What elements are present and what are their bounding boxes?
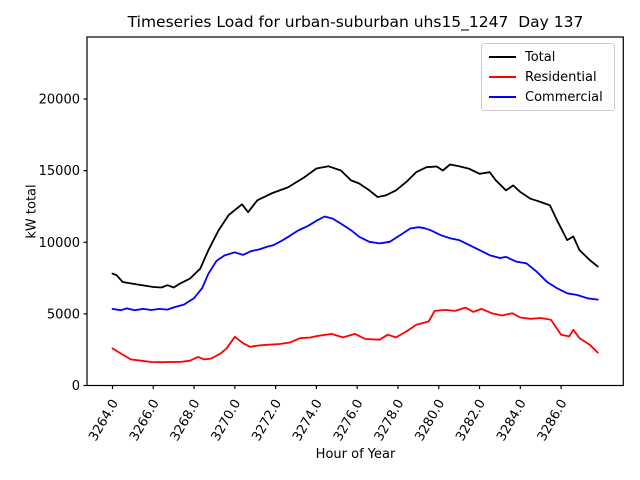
series-line-total [111,163,599,289]
commercial-line-swatch [489,96,516,98]
legend-item-residential: Residential [489,67,606,87]
x-tick-label: 3272.0 [249,397,285,444]
x-tick-label: 3270.0 [209,397,245,444]
y-tick-label: 20000 [39,93,80,108]
legend-item-commercial: Commercial [489,87,606,107]
axes-spines [86,36,624,387]
y-tick-label: 10000 [39,236,80,251]
legend-item-total: Total [489,47,606,67]
x-tick-label: 3264.0 [86,397,122,444]
y-tick-label: 5000 [47,307,80,322]
x-tick-label: 3278.0 [372,397,408,444]
x-tick-label: 3266.0 [127,397,163,444]
residential-line-swatch [489,76,516,78]
total-line-swatch [489,56,516,58]
x-tick-label: 3280.0 [412,397,448,444]
x-tick-label: 3286.0 [535,397,571,444]
x-tick-label: 3282.0 [453,397,489,444]
legend-label-total: Total [525,49,556,65]
x-tick-label: 3276.0 [331,397,367,444]
y-tick-label: 0 [72,379,80,394]
y-tick-label: 15000 [39,164,80,179]
legend-label-residential: Residential [525,69,597,85]
series-line-commercial [111,215,599,312]
chart-title: Timeseries Load for urban-suburban uhs15… [127,13,584,31]
x-tick-label: 3268.0 [168,397,204,444]
x-tick-label: 3274.0 [290,397,326,444]
legend: Total Residential Commercial [481,43,615,111]
legend-label-commercial: Commercial [525,89,603,105]
x-tick-label: 3284.0 [494,397,530,444]
x-axis-label: Hour of Year [315,447,396,462]
series-line-residential [111,306,599,364]
